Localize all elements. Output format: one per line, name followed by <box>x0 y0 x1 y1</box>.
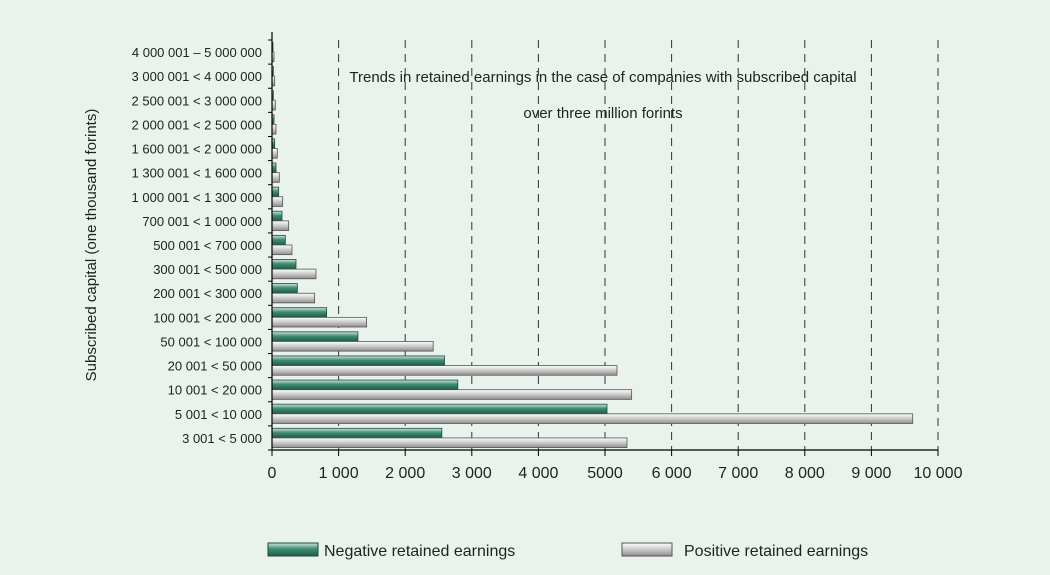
x-tick-label-9: 9 000 <box>851 465 891 482</box>
bar-positive-0 <box>271 437 628 448</box>
category-label-3: 20 001 < 50 000 <box>168 359 262 374</box>
category-label-9: 700 001 < 1 000 000 <box>142 214 262 229</box>
x-tick-label-2: 2 000 <box>385 465 425 482</box>
bar-negative-2 <box>271 379 459 391</box>
chart-title-line-2: over three million forints <box>523 105 682 122</box>
category-label-4: 50 001 < 100 000 <box>160 334 262 349</box>
bar-positive-12 <box>271 148 278 159</box>
bar-positive-6 <box>271 292 316 304</box>
x-tick-label-0: 0 <box>268 465 277 482</box>
category-label-1: 5 001 < 10 000 <box>175 407 262 422</box>
bar-negative-3 <box>271 355 445 366</box>
x-tick-label-1: 1 000 <box>319 465 359 482</box>
category-label-0: 3 001 < 5 000 <box>182 431 262 446</box>
x-tick-label-7: 7 000 <box>718 465 758 482</box>
category-label-10: 1 000 001 < 1 300 000 <box>132 190 262 205</box>
labels: 0 1 000 2 000 3 000 4 000 5000 6 000 7 000 8 000… <box>132 45 963 482</box>
category-label-7: 300 001 < 500 000 <box>153 262 262 277</box>
x-tick-label-4: 4 000 <box>518 465 558 482</box>
bar-negative-6 <box>271 283 298 294</box>
bar-negative-10 <box>271 186 280 198</box>
bars <box>271 42 914 448</box>
category-label-12: 1 600 001 < 2 000 000 <box>132 142 262 157</box>
bar-negative-8 <box>271 234 286 246</box>
bar-positive-2 <box>271 389 633 400</box>
chart-title-line-1: Trends in retained earnings in the case … <box>349 69 856 86</box>
category-label-13: 2 000 001 < 2 500 000 <box>132 117 262 132</box>
x-tick-label-5: 5000 <box>587 465 623 482</box>
bar-positive-10 <box>271 196 284 207</box>
category-label-14: 2 500 001 < 3 000 000 <box>132 93 262 108</box>
bar-negative-7 <box>271 259 297 270</box>
axes <box>268 32 939 456</box>
category-label-5: 100 001 < 200 000 <box>153 310 262 325</box>
x-tick-label-3: 3 000 <box>452 465 492 482</box>
category-label-11: 1 300 001 < 1 600 000 <box>132 166 262 181</box>
legend: Negative retained earnings Positive reta… <box>267 542 868 560</box>
bar-positive-4 <box>271 341 434 352</box>
bar-negative-1 <box>271 403 608 415</box>
bar-positive-11 <box>271 172 280 183</box>
legend-label-positive: Positive retained earnings <box>684 543 868 560</box>
category-label-2: 10 001 < 20 000 <box>168 383 262 398</box>
bar-positive-3 <box>271 365 618 376</box>
bar-negative-4 <box>271 331 359 342</box>
bar-negative-9 <box>271 210 283 222</box>
category-label-8: 500 001 < 700 000 <box>153 238 262 253</box>
legend-swatch-negative <box>267 542 319 557</box>
x-tick-label-6: 6 000 <box>652 465 692 482</box>
x-tick-label-8: 8 000 <box>785 465 825 482</box>
x-tick-label-10: 10 000 <box>914 465 963 482</box>
category-label-16: 4 000 001 – 5 000 000 <box>132 45 262 60</box>
y-axis-label: Subscribed capital (one thousand forints… <box>83 109 100 382</box>
category-label-6: 200 001 < 300 000 <box>153 286 262 301</box>
legend-label-negative: Negative retained earnings <box>324 543 515 560</box>
bar-positive-9 <box>271 220 290 231</box>
bar-positive-8 <box>271 244 293 256</box>
legend-swatch-positive <box>621 542 673 557</box>
bar-positive-1 <box>271 413 914 424</box>
bar-negative-5 <box>271 307 328 318</box>
bar-negative-0 <box>271 427 443 439</box>
category-label-15: 3 000 001 < 4 000 000 <box>132 69 262 84</box>
bar-positive-5 <box>271 316 367 328</box>
bar-positive-7 <box>271 268 317 280</box>
